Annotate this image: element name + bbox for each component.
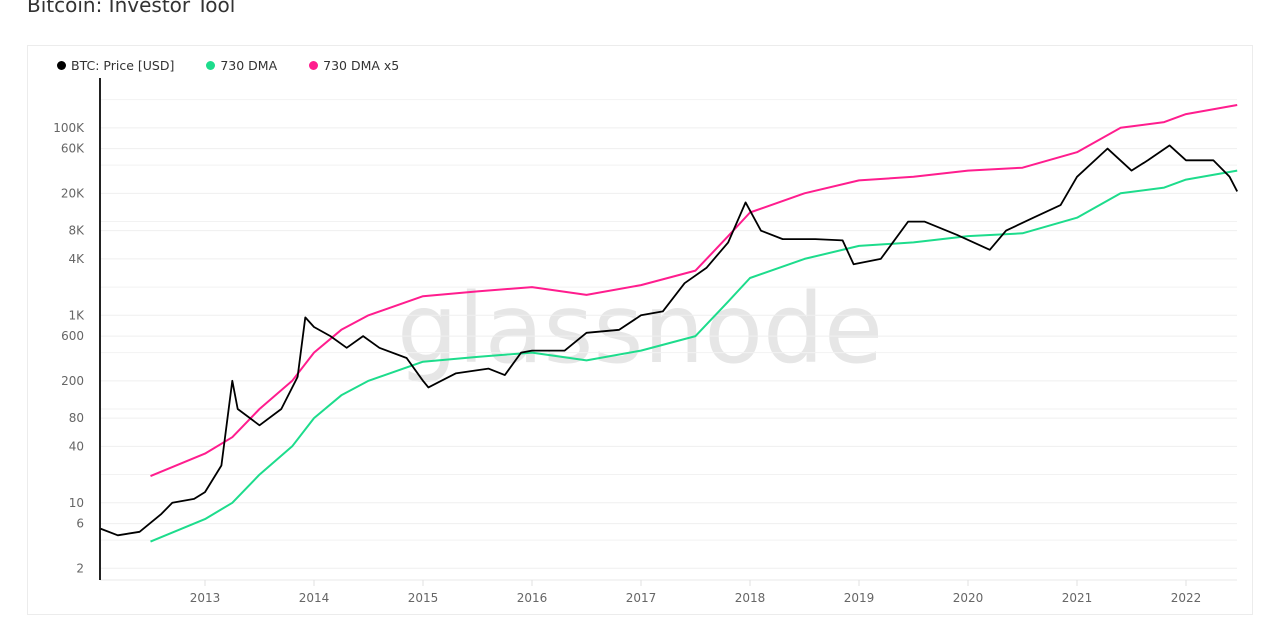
x-tick-label: 2021 xyxy=(1062,591,1093,605)
legend-label: 730 DMA x5 xyxy=(323,58,400,73)
legend-dot-icon xyxy=(57,61,66,70)
legend-item-730dma[interactable]: 730 DMA xyxy=(206,58,277,73)
y-tick-label: 600 xyxy=(61,329,84,343)
legend-item-730dma-x5[interactable]: 730 DMA x5 xyxy=(309,58,399,73)
series-line-730-dma xyxy=(150,169,1238,543)
legend-dot-icon xyxy=(206,61,216,70)
series-line-730-dma-x5 xyxy=(150,104,1238,478)
y-tick-label: 10 xyxy=(69,496,84,510)
x-tick-label: 2013 xyxy=(190,591,221,605)
y-tick-label: 20K xyxy=(61,186,85,200)
series-line-btc-price xyxy=(100,144,1238,537)
y-tick-label: 6 xyxy=(76,517,84,531)
y-tick-label: 2 xyxy=(76,561,84,575)
y-tick-label: 200 xyxy=(61,374,84,388)
x-tick-label: 2015 xyxy=(408,591,439,605)
chart-panel xyxy=(27,45,1253,615)
y-tick-label: 8K xyxy=(68,224,85,238)
x-tick-label: 2022 xyxy=(1171,591,1202,605)
y-tick-label: 1K xyxy=(68,308,85,322)
x-tick-label: 2020 xyxy=(953,591,984,605)
y-tick-label: 4K xyxy=(68,252,85,266)
x-tick-label: 2019 xyxy=(844,591,875,605)
page-title: Bitcoin: Investor Tool xyxy=(27,0,236,17)
watermark-logo: glassnode xyxy=(397,273,883,385)
legend-item-price[interactable]: BTC: Price [USD] xyxy=(57,58,174,73)
y-tick-label: 40 xyxy=(69,439,84,453)
chart-legend: BTC: Price [USD] 730 DMA 730 DMA x5 xyxy=(57,58,399,73)
x-tick-label: 2018 xyxy=(735,591,766,605)
x-tick-label: 2014 xyxy=(299,591,330,605)
legend-dot-icon xyxy=(309,61,319,70)
y-tick-label: 100K xyxy=(53,121,85,135)
x-tick-label: 2016 xyxy=(517,591,548,605)
y-tick-label: 80 xyxy=(69,411,84,425)
legend-label: BTC: Price [USD] xyxy=(71,58,175,73)
y-tick-label: 60K xyxy=(61,142,85,156)
x-tick-label: 2017 xyxy=(626,591,657,605)
legend-label: 730 DMA xyxy=(220,58,278,73)
